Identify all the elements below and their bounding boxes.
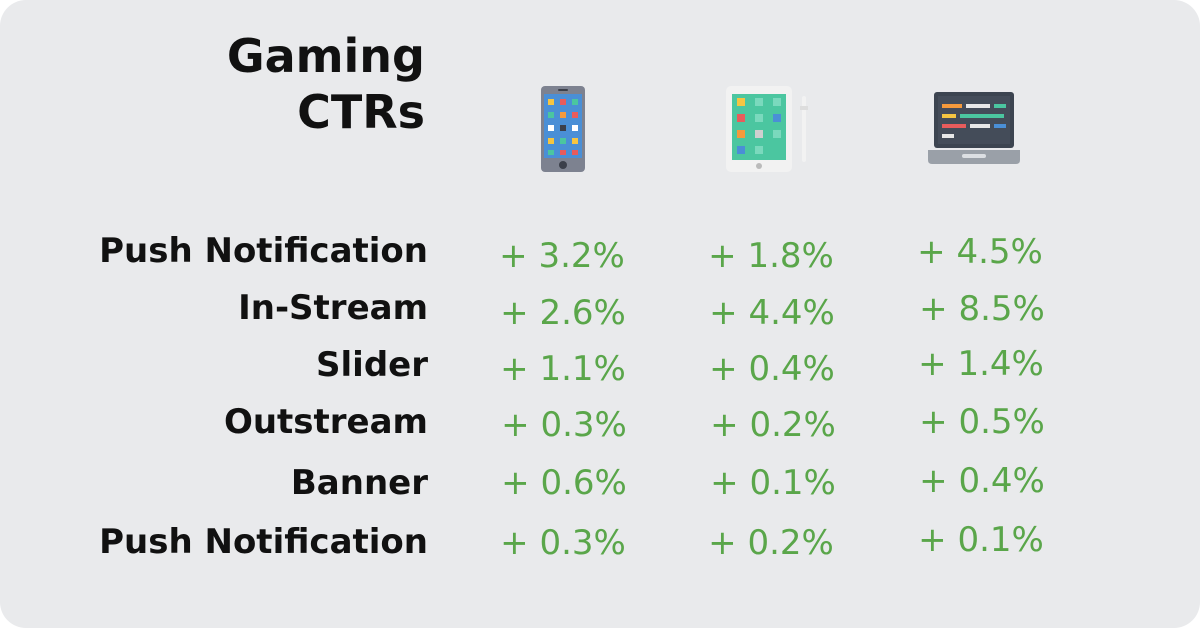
- laptop-icon: [928, 92, 1020, 164]
- ctr-value-laptop: + 0.1%: [918, 520, 1044, 560]
- ctr-value-laptop: + 0.5%: [919, 402, 1045, 442]
- ctr-value-tablet: + 0.4%: [709, 349, 835, 389]
- ctr-value-tablet: + 0.2%: [708, 523, 834, 563]
- ctr-value-smartphone: + 0.3%: [501, 405, 627, 445]
- smartphone-icon: [541, 86, 585, 172]
- title-line-2: CTRs: [297, 85, 425, 139]
- ctr-value-smartphone: + 1.1%: [500, 349, 626, 389]
- tablet-icon: [726, 86, 808, 172]
- ctr-value-smartphone: + 0.3%: [500, 523, 626, 563]
- row-label-push-notification: Push Notification: [99, 231, 428, 271]
- row-label-banner: Banner: [290, 463, 428, 503]
- page-title: Gaming CTRs: [227, 28, 425, 140]
- row-label-push-notification: Push Notification: [99, 522, 428, 562]
- row-label-outstream: Outstream: [223, 402, 428, 442]
- ctr-value-tablet: + 1.8%: [708, 236, 834, 276]
- ctr-value-laptop: + 0.4%: [919, 461, 1045, 501]
- ctr-value-laptop: + 1.4%: [918, 344, 1044, 384]
- ctr-value-smartphone: + 3.2%: [499, 236, 625, 276]
- ctr-value-laptop: + 4.5%: [917, 232, 1043, 272]
- ctr-value-smartphone: + 2.6%: [500, 293, 626, 333]
- ctr-value-tablet: + 0.2%: [710, 405, 836, 445]
- ctr-value-tablet: + 4.4%: [709, 293, 835, 333]
- row-label-in-stream: In-Stream: [238, 288, 428, 328]
- title-line-1: Gaming: [226, 29, 425, 83]
- ctr-value-laptop: + 8.5%: [919, 289, 1045, 329]
- row-label-slider: Slider: [316, 345, 428, 385]
- ctr-value-smartphone: + 0.6%: [501, 463, 627, 503]
- ctr-value-tablet: + 0.1%: [710, 463, 836, 503]
